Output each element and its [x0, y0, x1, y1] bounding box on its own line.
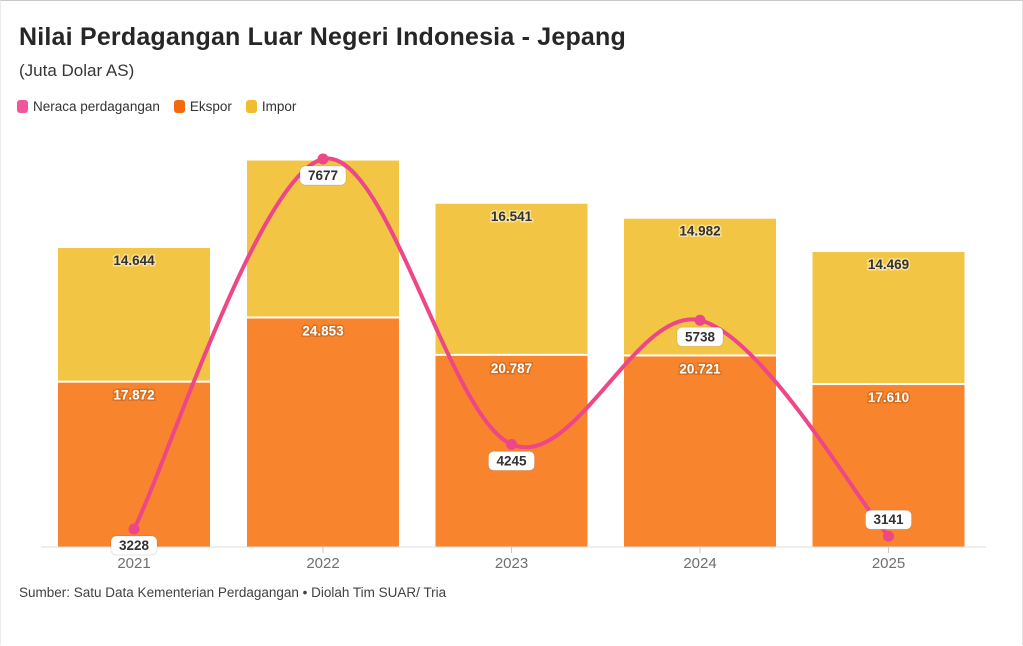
- chart-header: Nilai Perdagangan Luar Negeri Indonesia …: [19, 23, 626, 81]
- line-label-2022: 7677: [308, 168, 338, 183]
- legend-item-impor: Impor: [245, 99, 297, 114]
- legend-swatch-impor-icon: [245, 100, 257, 113]
- neraca-point-2022[interactable]: [317, 153, 329, 165]
- bar-label-impor-2025: 14.469: [868, 257, 909, 272]
- page-title: Nilai Perdagangan Luar Negeri Indonesia …: [19, 23, 626, 51]
- bar-impor-2021[interactable]: [58, 248, 210, 381]
- x-axis-label-2025: 2025: [872, 555, 905, 572]
- neraca-point-2023[interactable]: [506, 438, 517, 450]
- bar-label-ekspor-2024: 20.721: [679, 361, 721, 376]
- chart-subtitle: (Juta Dolar AS): [19, 61, 135, 80]
- x-axis-label-2023: 2023: [495, 555, 528, 572]
- bar-label-impor-2021: 14.644: [113, 253, 155, 268]
- bar-impor-2025[interactable]: [812, 252, 965, 384]
- line-label-pill-2024: [676, 326, 724, 347]
- neraca-line: [132, 156, 891, 539]
- bar-ekspor-2021[interactable]: [58, 382, 210, 547]
- x-axis-label-2024: 2024: [683, 555, 716, 572]
- legend-item-ekspor: Ekspor: [173, 99, 232, 114]
- bar-label-ekspor-2025: 17.610: [868, 390, 909, 405]
- line-label-2023: 4245: [496, 453, 527, 468]
- line-label-2021: 3228: [119, 538, 150, 553]
- legend-label-impor: Impor: [261, 99, 297, 114]
- legend: Neraca perdagangan Ekspor Impor: [17, 99, 296, 114]
- line-label-pill-2022: [299, 165, 347, 186]
- line-label-2025: 3141: [873, 512, 904, 527]
- neraca-point-2025[interactable]: [883, 530, 894, 542]
- bar-impor-2023[interactable]: [435, 203, 588, 354]
- legend-item-neraca: Neraca perdagangan: [17, 99, 160, 114]
- x-axis-label-2021: 2021: [117, 555, 150, 572]
- bar-ekspor-2022[interactable]: [247, 318, 399, 547]
- bar-label-impor-2023: 16.541: [491, 209, 533, 224]
- line-label-2024: 5738: [685, 329, 716, 344]
- bar-label-ekspor-2022: 24.853: [302, 323, 344, 338]
- bar-impor-2022[interactable]: [247, 160, 399, 317]
- bar-label-ekspor-2023: 20.787: [491, 361, 532, 376]
- legend-swatch-ekspor-icon: [173, 100, 185, 113]
- bar-label-ekspor-2021: 17.872: [113, 388, 154, 403]
- line-label-pill-2021: [110, 535, 158, 556]
- legend-swatch-neraca-icon: [17, 100, 28, 113]
- line-label-pill-2023: [488, 450, 535, 471]
- bar-label-impor-2024: 14.982: [679, 224, 720, 239]
- neraca-point-2021[interactable]: [128, 523, 140, 535]
- legend-label-neraca: Neraca perdagangan: [33, 99, 160, 114]
- x-axis-label-2022: 2022: [306, 555, 339, 572]
- bar-ekspor-2024[interactable]: [624, 356, 776, 547]
- line-label-pill-2025: [865, 509, 912, 530]
- legend-label-ekspor: Ekspor: [189, 99, 232, 114]
- neraca-point-2024[interactable]: [694, 314, 706, 326]
- source-note: Sumber: Satu Data Kementerian Perdaganga…: [19, 585, 447, 600]
